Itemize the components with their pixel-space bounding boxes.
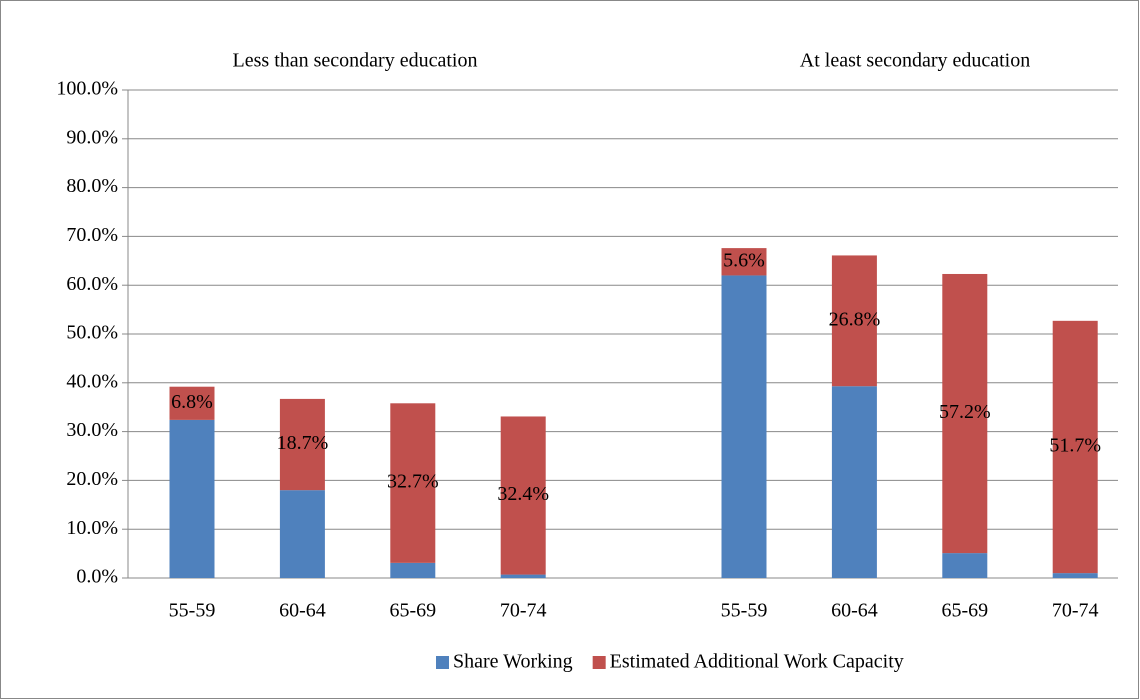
bar-segment: [831, 386, 877, 578]
bar-segment: [390, 403, 436, 563]
y-tick-label: 50.0%: [66, 322, 118, 344]
y-tick-label: 40.0%: [66, 370, 118, 392]
legend-swatch: [592, 656, 606, 669]
y-tick-label: 20.0%: [66, 468, 118, 490]
x-tick-label: 70-74: [1052, 600, 1099, 622]
y-tick-label: 60.0%: [66, 273, 118, 295]
y-tick-label: 80.0%: [66, 175, 118, 197]
y-tick-label: 10.0%: [66, 517, 118, 539]
legend-label: Share Working: [453, 651, 573, 673]
bar-segment: [169, 386, 215, 420]
bar-segment: [1052, 573, 1098, 578]
x-tick-label: 60-64: [831, 600, 878, 622]
x-tick-label: 65-69: [941, 600, 988, 622]
x-tick-label: 55-59: [721, 600, 768, 622]
bar-segment: [279, 490, 325, 578]
bar-segment: [721, 275, 767, 578]
x-tick-label: 65-69: [389, 600, 436, 622]
y-tick-label: 0.0%: [76, 566, 118, 588]
x-tick-label: 70-74: [500, 600, 547, 622]
bar-segment: [942, 553, 988, 578]
y-tick-label: 90.0%: [66, 126, 118, 148]
data-label: 32.4%: [497, 483, 549, 505]
y-tick-label: 30.0%: [66, 419, 118, 441]
data-label: 32.7%: [387, 471, 439, 493]
bar-segment: [1052, 320, 1098, 574]
bar-segment: [169, 419, 215, 578]
y-tick-label: 100.0%: [56, 78, 118, 100]
legend-label: Estimated Additional Work Capacity: [610, 651, 904, 673]
bar-segment: [390, 562, 436, 578]
bar-segment: [942, 273, 988, 554]
data-label: 26.8%: [829, 308, 881, 330]
y-tick-label: 70.0%: [66, 224, 118, 246]
x-tick-label: 55-59: [169, 600, 216, 622]
bar-segment: [831, 255, 877, 387]
group-label: Less than secondary education: [233, 50, 478, 72]
data-label: 18.7%: [277, 432, 329, 454]
bar-segment: [279, 398, 325, 491]
bar-segment: [721, 248, 767, 276]
data-label: 57.2%: [939, 401, 991, 423]
legend-swatch: [436, 656, 449, 669]
data-label: 51.7%: [1049, 435, 1101, 457]
x-tick-label: 60-64: [279, 600, 326, 622]
group-label: At least secondary education: [800, 50, 1030, 72]
data-label: 6.8%: [171, 391, 213, 413]
bar-segment: [500, 416, 546, 575]
data-label: 5.6%: [723, 249, 765, 271]
bar-segment: [500, 574, 546, 578]
